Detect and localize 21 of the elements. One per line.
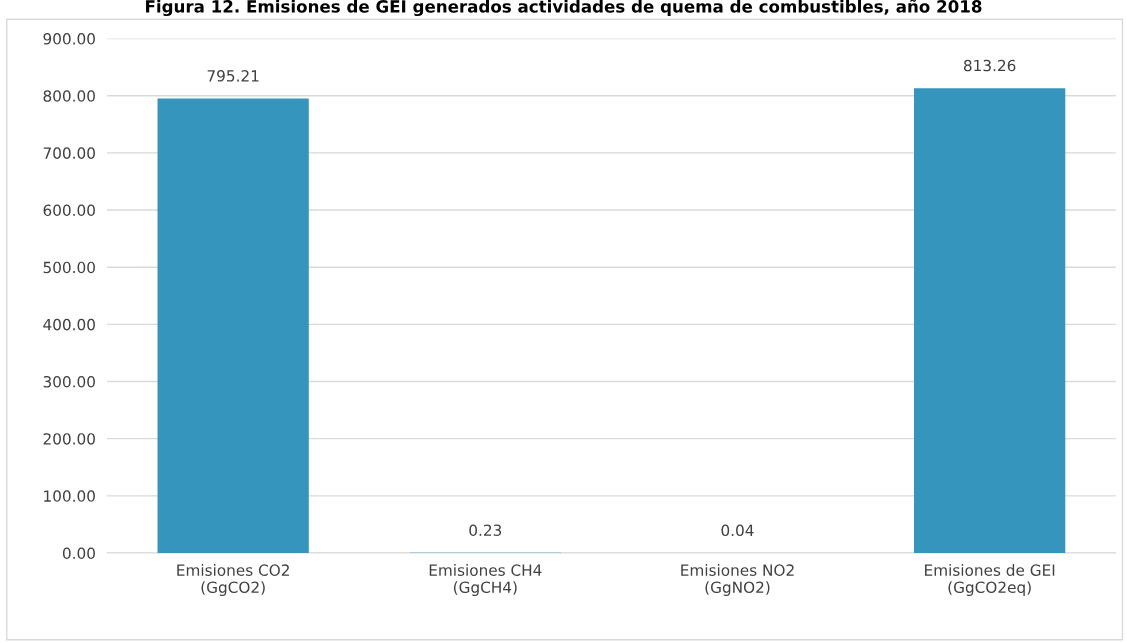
bar bbox=[157, 98, 309, 553]
data-label: 0.23 bbox=[469, 524, 502, 536]
y-tick-label: 400.00 bbox=[43, 318, 95, 331]
x-tick-label: Emisiones NO2 (GgNO2) bbox=[681, 564, 794, 596]
y-tick-label: 0.00 bbox=[62, 547, 95, 559]
chart-title: Figura 12. Emisiones de GEI generados actividades de quema de combustibles, año 2018 bbox=[146, 0, 982, 17]
y-tick-label: 900.00 bbox=[43, 33, 95, 45]
y-tick-label: 800.00 bbox=[43, 90, 95, 102]
data-label: 0.04 bbox=[721, 524, 754, 537]
y-tick-label: 300.00 bbox=[43, 375, 95, 388]
y-tick-label: 500.00 bbox=[43, 261, 95, 274]
bar bbox=[914, 88, 1066, 553]
y-tick-label: 200.00 bbox=[43, 433, 95, 445]
data-label: 795.21 bbox=[207, 70, 259, 82]
y-tick-label: 600.00 bbox=[43, 204, 95, 217]
x-tick-label: Emisiones de GEI (GgCO2eq) bbox=[925, 564, 1055, 596]
data-label: 813.26 bbox=[963, 59, 1016, 72]
x-tick-label: Emisiones CH4 (GgCH4) bbox=[429, 564, 542, 596]
y-tick-label: 700.00 bbox=[43, 147, 95, 159]
y-tick-label: 100.00 bbox=[44, 490, 95, 502]
x-tick-label: Emisiones CO2 (GgCO2) bbox=[177, 564, 289, 596]
